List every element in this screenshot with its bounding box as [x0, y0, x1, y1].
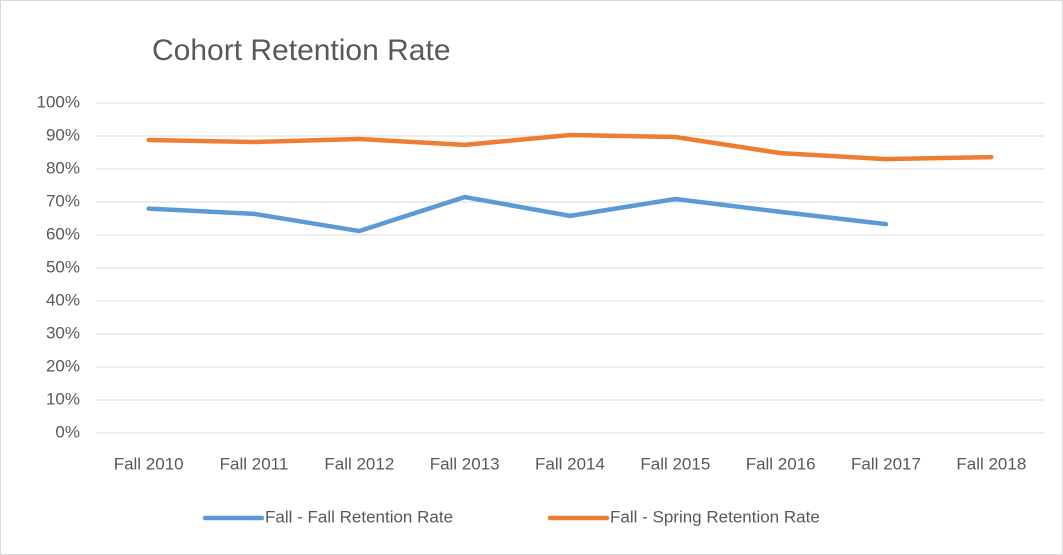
y-tick-label: 40%: [46, 290, 80, 309]
x-tick-label: Fall 2018: [956, 454, 1026, 473]
legend-label: Fall - Fall Retention Rate: [265, 507, 453, 526]
y-tick-label: 90%: [46, 125, 80, 144]
y-tick-label: 100%: [37, 92, 80, 111]
y-tick-label: 80%: [46, 158, 80, 177]
y-tick-label: 30%: [46, 323, 80, 342]
x-tick-label: Fall 2013: [430, 454, 500, 473]
legend-label: Fall - Spring Retention Rate: [610, 507, 820, 526]
y-tick-label: 60%: [46, 224, 80, 243]
series-line: [146, 132, 994, 162]
series-line: [146, 194, 889, 234]
x-tick-label: Fall 2016: [746, 454, 816, 473]
y-tick-label: 50%: [46, 257, 80, 276]
x-tick-label: Fall 2011: [220, 454, 289, 473]
x-tick-label: Fall 2012: [324, 454, 394, 473]
y-tick-label: 0%: [55, 422, 80, 441]
y-tick-label: 70%: [46, 191, 80, 210]
x-tick-label: Fall 2015: [640, 454, 710, 473]
x-tick-label: Fall 2017: [851, 454, 921, 473]
y-tick-label: 20%: [46, 356, 80, 375]
y-tick-label: 10%: [46, 389, 80, 408]
chart-title: Cohort Retention Rate: [152, 34, 451, 67]
x-tick-label: Fall 2010: [114, 454, 184, 473]
x-tick-label: Fall 2014: [535, 454, 605, 473]
